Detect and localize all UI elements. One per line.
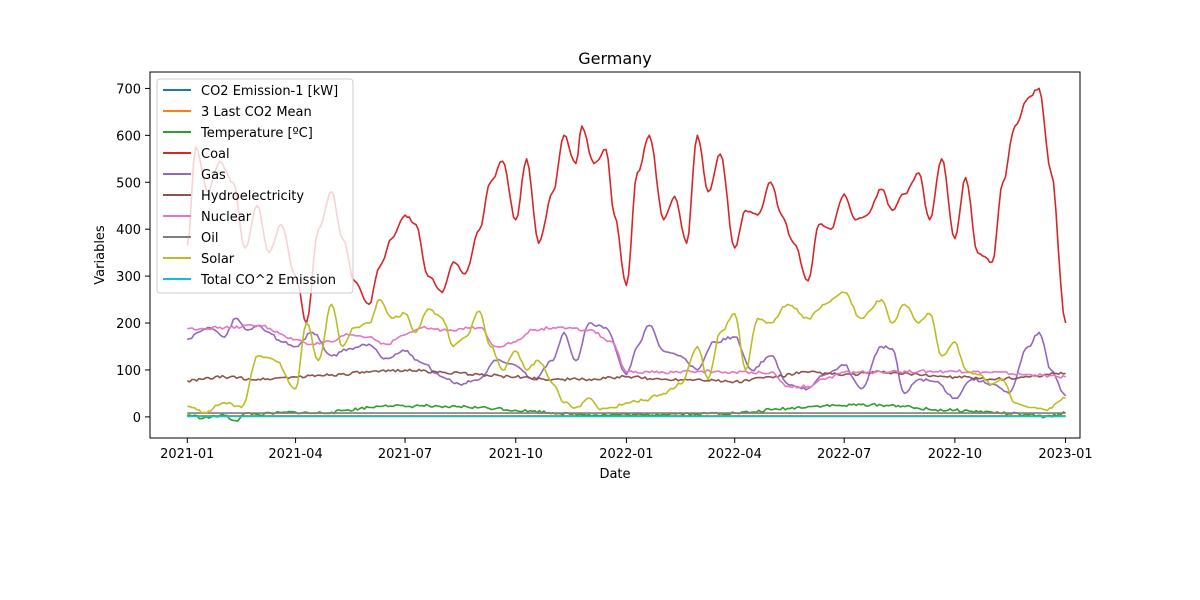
plot-frame xyxy=(149,71,1081,439)
x-axis: 2021-01 2021-04 2021-07 2021-10 2022-01 2022-… xyxy=(160,438,1093,462)
legend-label: Gas xyxy=(201,168,226,183)
y-tick-label: 100 xyxy=(116,364,141,379)
legend-label: Nuclear xyxy=(201,210,252,225)
y-tick-label: 400 xyxy=(116,223,141,238)
x-tick-label: 2022-04 xyxy=(708,447,762,462)
chart-title: Germany xyxy=(578,49,652,68)
x-tick-label: 2021-10 xyxy=(489,447,543,462)
x-tick-label: 2022-01 xyxy=(599,447,653,462)
series-line-nuclear xyxy=(187,323,1066,389)
series-line-hydroelectricity xyxy=(186,368,1066,384)
legend-label: CO2 Emission-1 [kW] xyxy=(201,84,338,99)
legend-label: 3 Last CO2 Mean xyxy=(201,105,312,120)
x-tick-label: 2022-07 xyxy=(817,447,871,462)
legend: CO2 Emission-1 [kW] 3 Last CO2 Mean Temper… xyxy=(156,78,354,294)
x-axis-title: Date xyxy=(599,467,630,482)
series-line-solar xyxy=(187,291,1066,414)
y-axis: 0 100 200 300 400 500 600 700 xyxy=(116,82,150,426)
legend-label: Temperature [ºC] xyxy=(200,126,313,141)
y-tick-label: 500 xyxy=(116,176,141,191)
y-tick-label: 600 xyxy=(116,129,141,144)
legend-label: Solar xyxy=(201,252,235,267)
legend-label: Hydroelectricity xyxy=(201,189,304,204)
y-tick-label: 700 xyxy=(116,82,141,97)
y-axis-title: Variables xyxy=(93,225,108,285)
y-tick-label: 0 xyxy=(133,411,141,426)
legend-label: Total CO^2 Emission xyxy=(200,273,336,288)
legend-label: Oil xyxy=(201,231,218,246)
x-tick-label: 2021-01 xyxy=(160,447,214,462)
legend-frame xyxy=(156,78,354,294)
x-tick-label: 2022-10 xyxy=(928,447,982,462)
x-tick-label: 2021-04 xyxy=(268,447,322,462)
x-tick-label: 2023-01 xyxy=(1038,447,1092,462)
y-tick-label: 200 xyxy=(116,317,141,332)
series-line-gas xyxy=(186,317,1067,400)
y-tick-label: 300 xyxy=(116,270,141,285)
x-tick-label: 2021-07 xyxy=(378,447,432,462)
legend-label: Coal xyxy=(201,147,230,162)
